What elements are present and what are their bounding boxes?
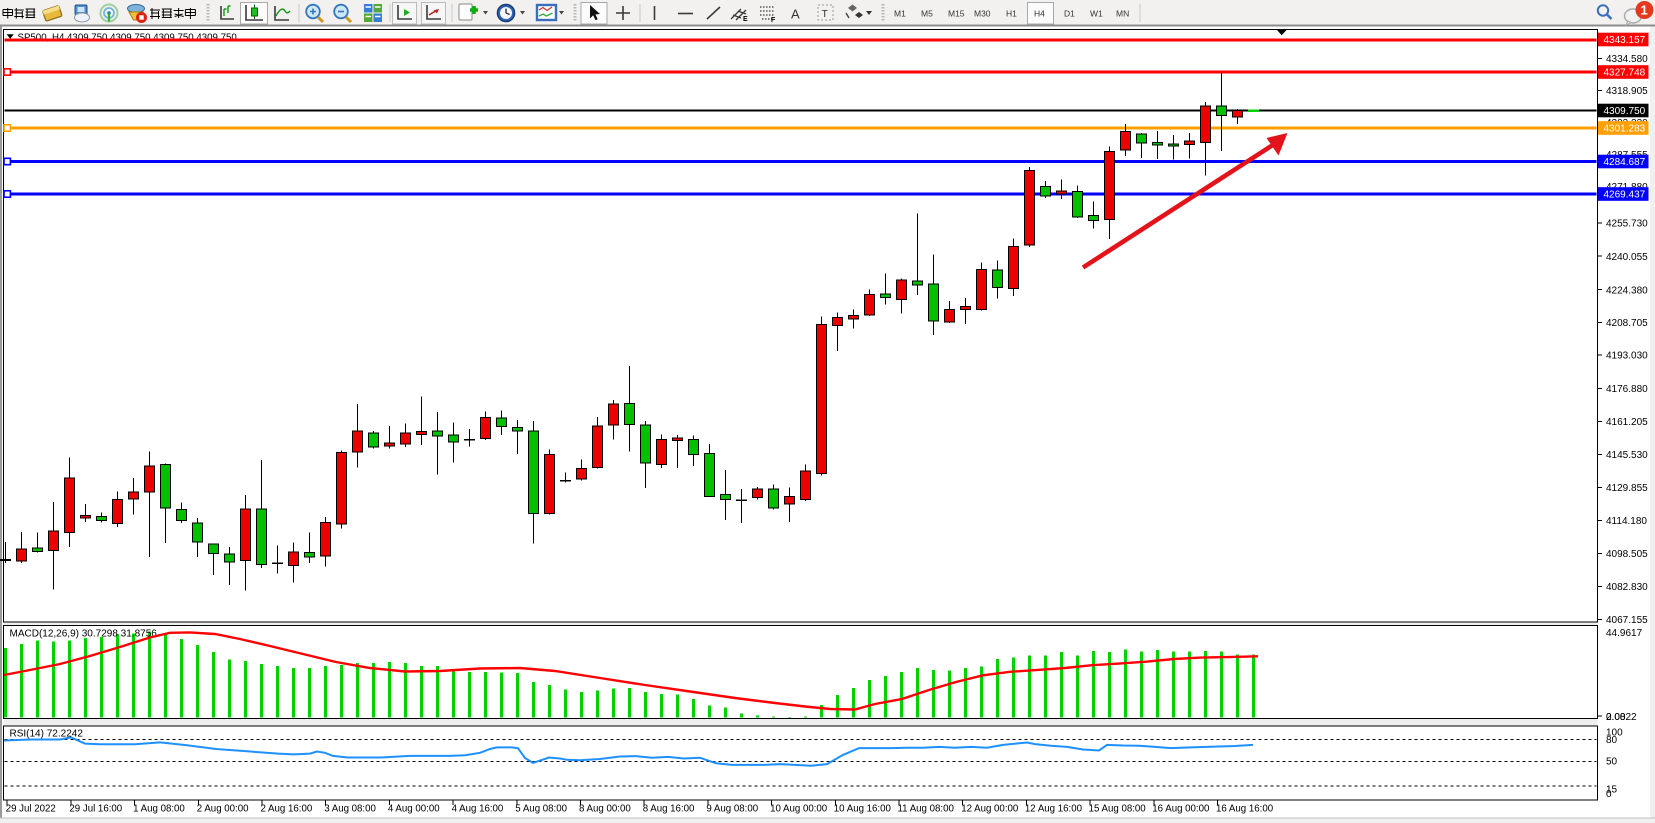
svg-text:15: 15 — [1606, 785, 1618, 796]
svg-text:15 Aug 08:00: 15 Aug 08:00 — [1089, 804, 1147, 815]
svg-text:10 Aug 00:00: 10 Aug 00:00 — [770, 804, 828, 815]
svg-text:3 Aug 08:00: 3 Aug 08:00 — [324, 804, 376, 815]
svg-text:T: T — [822, 8, 829, 20]
svg-text:4 Aug 16:00: 4 Aug 16:00 — [452, 804, 504, 815]
svg-text:16 Aug 16:00: 16 Aug 16:00 — [1216, 804, 1274, 815]
svg-text:W1: W1 — [1090, 9, 1103, 19]
svg-text:1 Aug 08:00: 1 Aug 08:00 — [133, 804, 185, 815]
svg-text:4208.705: 4208.705 — [1606, 318, 1648, 329]
svg-text:M5: M5 — [921, 9, 933, 19]
svg-text:4224.380: 4224.380 — [1606, 285, 1648, 296]
svg-text:1: 1 — [1641, 3, 1648, 18]
svg-text:4161.205: 4161.205 — [1606, 417, 1648, 428]
svg-text:4098.505: 4098.505 — [1606, 549, 1648, 560]
svg-text:H1: H1 — [1006, 9, 1017, 19]
svg-text:9 Aug 08:00: 9 Aug 08:00 — [706, 804, 758, 815]
svg-text:4114.180: 4114.180 — [1606, 516, 1647, 527]
svg-text:4301.283: 4301.283 — [1604, 124, 1646, 135]
svg-text:E: E — [743, 16, 748, 23]
svg-text:4284.687: 4284.687 — [1604, 157, 1646, 168]
svg-text:RSI(14) 72.2242: RSI(14) 72.2242 — [10, 729, 84, 740]
svg-text:12 Aug 00:00: 12 Aug 00:00 — [961, 804, 1019, 815]
svg-text:H4: H4 — [1034, 9, 1045, 19]
svg-text:12 Aug 16:00: 12 Aug 16:00 — [1025, 804, 1083, 815]
svg-text:A: A — [791, 7, 800, 22]
svg-text:4240.055: 4240.055 — [1606, 252, 1648, 263]
svg-text:4067.155: 4067.155 — [1606, 615, 1648, 626]
svg-text:0.00: 0.00 — [1606, 712, 1626, 723]
svg-text:4145.530: 4145.530 — [1606, 450, 1648, 461]
svg-text:8 Aug 16:00: 8 Aug 16:00 — [643, 804, 695, 815]
svg-text:2.0822: 2.0822 — [1606, 712, 1637, 723]
svg-text:4343.157: 4343.157 — [1604, 35, 1646, 46]
svg-text:5 Aug 08:00: 5 Aug 08:00 — [515, 804, 567, 815]
svg-text:100: 100 — [1606, 727, 1623, 738]
svg-text:D1: D1 — [1064, 9, 1075, 19]
svg-text:4176.880: 4176.880 — [1606, 384, 1648, 395]
svg-text:44.9617: 44.9617 — [1606, 628, 1643, 639]
svg-text:M15: M15 — [948, 9, 965, 19]
svg-text:MN: MN — [1116, 9, 1129, 19]
svg-text:4269.437: 4269.437 — [1604, 190, 1646, 201]
svg-text:2 Aug 16:00: 2 Aug 16:00 — [261, 804, 313, 815]
svg-text:4309.750: 4309.750 — [1604, 106, 1646, 117]
svg-text:4193.030: 4193.030 — [1606, 351, 1648, 362]
svg-text:4255.730: 4255.730 — [1606, 218, 1648, 229]
svg-text:10 Aug 16:00: 10 Aug 16:00 — [834, 804, 892, 815]
svg-text:16 Aug 00:00: 16 Aug 00:00 — [1152, 804, 1210, 815]
svg-text:0: 0 — [1606, 789, 1612, 800]
svg-text:11 Aug 08:00: 11 Aug 08:00 — [898, 804, 955, 815]
svg-text:F: F — [771, 17, 776, 24]
svg-text:4318.905: 4318.905 — [1606, 86, 1648, 97]
svg-text:4334.580: 4334.580 — [1606, 54, 1648, 65]
svg-text:29 Jul 16:00: 29 Jul 16:00 — [69, 804, 122, 815]
svg-text:SP500, H4 4309.750 4309.750 4: SP500, H4 4309.750 4309.750 4309.750 430… — [18, 33, 238, 44]
svg-text:MACD(12,26,9) 30.7298 31.8756: MACD(12,26,9) 30.7298 31.8756 — [10, 629, 158, 640]
svg-text:29 Jul 2022: 29 Jul 2022 — [6, 804, 56, 815]
svg-text:4129.855: 4129.855 — [1606, 483, 1648, 494]
svg-text:M1: M1 — [894, 9, 906, 19]
svg-text:80: 80 — [1606, 735, 1618, 746]
svg-text:8 Aug 00:00: 8 Aug 00:00 — [579, 804, 631, 815]
svg-text:2 Aug 00:00: 2 Aug 00:00 — [197, 804, 249, 815]
svg-text:4082.830: 4082.830 — [1606, 582, 1648, 593]
svg-text:50: 50 — [1606, 757, 1618, 768]
svg-text:4327.748: 4327.748 — [1604, 68, 1646, 79]
svg-text:4 Aug 00:00: 4 Aug 00:00 — [388, 804, 440, 815]
svg-text:M30: M30 — [974, 9, 991, 19]
